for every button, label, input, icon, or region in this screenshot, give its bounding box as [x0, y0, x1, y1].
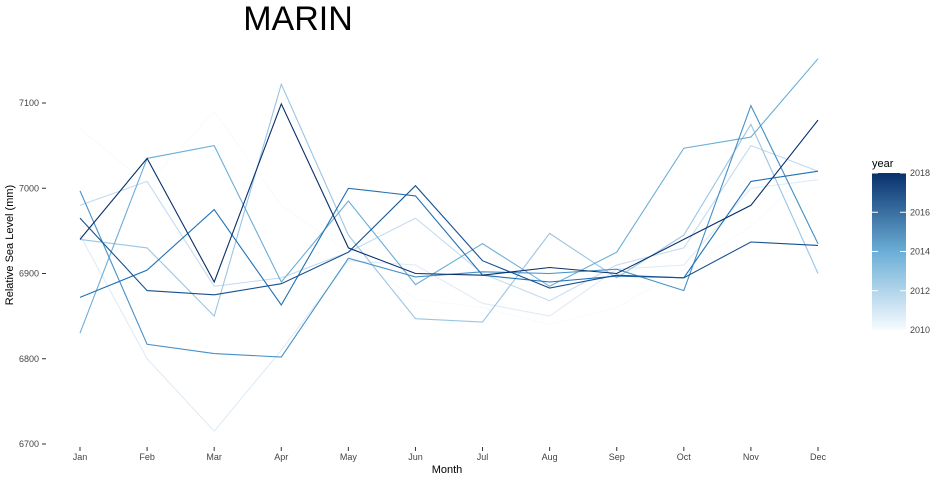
series-line-2016: [79, 170, 819, 307]
x-tick-label: Sep: [609, 452, 625, 462]
legend-tick-label: 2016: [910, 207, 930, 217]
y-tick-label: 6800: [19, 354, 39, 364]
chart-title: MARIN: [243, 0, 353, 38]
y-axis-label: Relative Sea Level (mm): [4, 185, 16, 305]
x-tick-label: Dec: [810, 452, 827, 462]
x-tick-label: Oct: [677, 452, 692, 462]
legend-tick-label: 2014: [910, 247, 930, 257]
x-tick-label: Apr: [274, 452, 288, 462]
x-tick-label: Jun: [408, 452, 423, 462]
y-axis: 6700 6800 6900 7000 7100: [19, 98, 46, 449]
legend-tick-label: 2018: [910, 168, 930, 178]
x-tick-label: Feb: [139, 452, 155, 462]
y-tick-label: 6900: [19, 269, 39, 279]
x-axis-label: Month: [432, 464, 463, 476]
x-tick-label: Aug: [542, 452, 558, 462]
legend: year 2010 2012 2014 2016 2018: [872, 158, 930, 335]
x-tick-label: Mar: [206, 452, 222, 462]
series-lines: [79, 58, 819, 433]
x-tick-label: Nov: [743, 452, 760, 462]
legend-tick-label: 2012: [910, 286, 930, 296]
series-line-2018: [79, 102, 819, 284]
y-tick-label: 7000: [19, 183, 39, 193]
series-line-2017: [79, 184, 819, 296]
series-line-2012: [79, 144, 819, 302]
series-line-2013: [79, 82, 819, 323]
series-line-2014: [79, 58, 819, 334]
legend-tick-label: 2010: [910, 325, 930, 335]
x-tick-label: Jan: [73, 452, 88, 462]
x-tick-label: May: [340, 452, 358, 462]
x-axis: Jan Feb Mar Apr May Jun Jul Aug Sep Oct Nov Dec: [73, 447, 827, 462]
y-tick-label: 7100: [19, 98, 39, 108]
x-tick-label: Jul: [477, 452, 489, 462]
y-tick-label: 6700: [19, 439, 39, 449]
legend-ticks: 2010 2012 2014 2016 2018: [872, 168, 930, 335]
legend-title: year: [872, 158, 894, 170]
series-line-2011: [79, 179, 819, 433]
